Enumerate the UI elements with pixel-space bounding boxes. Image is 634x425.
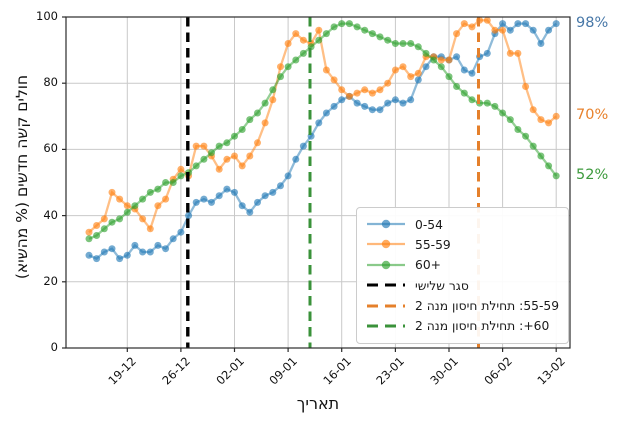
y-tick-label: 60 [43, 141, 58, 156]
legend-dashed-line-icon [366, 276, 406, 295]
legend-item-label: 55-59 [415, 237, 451, 252]
legend-item: 55-59 [366, 235, 559, 254]
y-tick-label: 100 [36, 9, 58, 23]
legend-dashed-line-icon [366, 297, 406, 316]
legend-line-marker-icon [366, 256, 406, 275]
legend-item: 60+ [366, 256, 559, 275]
y-tick-label: 80 [43, 75, 58, 90]
y-tick-label: 0 [50, 340, 58, 354]
legend-item: 60+: תחילת חיסון מנה 2 [366, 317, 559, 336]
y-tick-label: 40 [43, 207, 58, 222]
end-value-label: 98% [576, 14, 609, 31]
legend-line-marker-icon [366, 215, 406, 234]
y-axis-label: חולים קשה חדשים (% מהשיא) [13, 74, 31, 280]
end-value-label: 70% [576, 107, 609, 124]
legend-item: 55-59: תחילת חיסון מנה 2 [366, 297, 559, 316]
legend-item-label: סגר שלישי [415, 278, 469, 293]
legend: 0-54 55-59 60+ סגר שלישי 55-59: תחילת חיסון … [356, 207, 569, 344]
legend-item: 0-54 [366, 215, 559, 234]
legend-dashed-line-icon [366, 317, 406, 336]
legend-item: סגר שלישי [366, 276, 559, 295]
legend-item-label: 55-59: תחילת חיסון מנה 2 [415, 299, 560, 314]
legend-item-label: 60+: תחילת חיסון מנה 2 [415, 319, 550, 334]
y-tick-label: 20 [43, 273, 58, 288]
legend-line-marker-icon [366, 235, 406, 254]
x-axis-label: תאריך [296, 394, 340, 413]
end-value-label: 52% [576, 166, 609, 183]
series-0-54 [85, 20, 560, 263]
legend-item-label: 0-54 [415, 217, 443, 232]
legend-item-label: 60+ [415, 258, 441, 273]
axes-frame [65, 16, 571, 349]
